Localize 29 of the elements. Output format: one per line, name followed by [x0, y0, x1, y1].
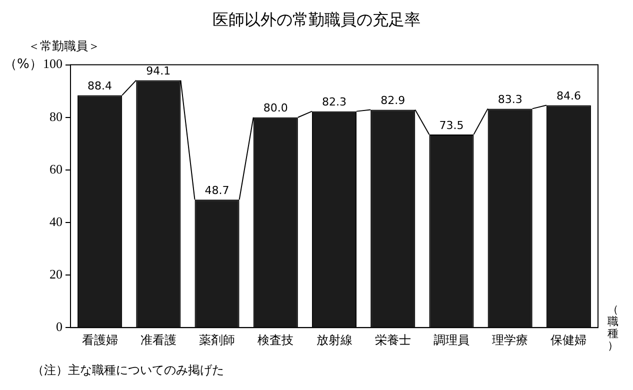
- x-tick-label: 検査技: [258, 332, 294, 347]
- y-tick-label: 40: [50, 214, 62, 229]
- y-axis-title: （%）: [4, 56, 42, 73]
- data-label: 88.4: [88, 80, 112, 93]
- y-tick-label: 20: [50, 266, 62, 282]
- x-tick-label: 理学療: [492, 332, 528, 347]
- y-tick-label: 0: [56, 319, 62, 334]
- x-tick-label: 准看護: [140, 332, 176, 347]
- x-tick-label: 薬剤師: [199, 332, 236, 347]
- x-tick-label: 放射線: [316, 332, 352, 347]
- chart-subtitle: ＜常勤職員＞: [28, 38, 100, 55]
- y-tick-label: 60: [50, 161, 62, 176]
- data-label: 82.9: [380, 94, 406, 108]
- x-tick-label: 保健婦: [550, 332, 587, 347]
- data-label: 84.6: [556, 90, 581, 103]
- data-label: 82.3: [322, 96, 346, 109]
- data-label: 73.5: [439, 118, 464, 132]
- chart-title: 医師以外の常勤職員の充足率: [212, 10, 422, 31]
- data-label: 94.1: [146, 64, 171, 78]
- data-label: 48.7: [204, 184, 230, 197]
- data-label: 80.0: [263, 102, 288, 115]
- y-tick-label: 80: [50, 108, 62, 124]
- text: （注）主な職種についてのみ掲げた: [32, 362, 224, 379]
- x-tick-label: 看護婦: [82, 332, 118, 347]
- y-tick-label: 100: [43, 56, 62, 72]
- x-tick-label: 調理員: [433, 332, 470, 347]
- x-axis-title: （職種）: [606, 303, 620, 352]
- x-tick-label: 栄養士: [374, 332, 411, 347]
- data-label: 83.3: [498, 93, 522, 106]
